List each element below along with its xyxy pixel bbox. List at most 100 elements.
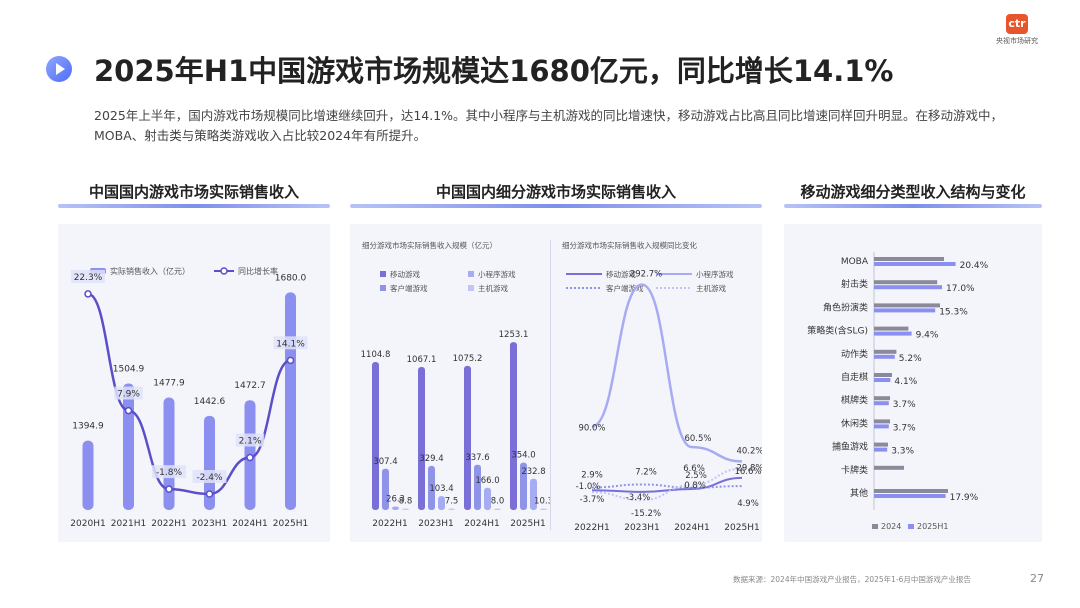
data-label: -1.0%	[576, 482, 601, 492]
category-label: 自走棋	[841, 371, 868, 383]
data-label: 20.4%	[960, 261, 989, 271]
growth-point	[205, 490, 214, 498]
category-label: 角色扮演类	[823, 301, 868, 313]
data-label: 3.7%	[893, 423, 916, 433]
bar-segment	[510, 342, 517, 510]
data-label: 40.2%	[736, 446, 762, 456]
bar-segment	[392, 506, 399, 510]
data-label-revenue: 1442.6	[194, 397, 226, 407]
data-label-growth: 22.3%	[74, 273, 103, 283]
legend-label-2024: 2024	[881, 522, 901, 531]
bar-segment	[438, 496, 445, 510]
bar-2025	[874, 308, 936, 313]
legend-label: 移动游戏	[606, 269, 636, 279]
section-title-segments: 中国国内细分游戏市场实际销售收入	[435, 183, 676, 201]
growth-series-line	[591, 467, 743, 502]
data-label-growth: 7.9%	[117, 390, 140, 400]
x-tick-label: 2021H1	[111, 519, 146, 529]
bar-revenue	[163, 397, 175, 510]
bar-2024	[874, 373, 892, 377]
section-title-mobile-types: 移动游戏细分类型收入结构与变化	[800, 183, 1026, 201]
growth-label-bg	[114, 386, 143, 400]
bar-segment	[494, 508, 501, 510]
data-label: 1075.2	[453, 354, 483, 364]
x-tick-label: 2025H1	[273, 519, 308, 529]
bar-2025	[874, 262, 956, 266]
data-label: 337.6	[465, 453, 489, 463]
data-label: 292.7%	[630, 270, 662, 280]
data-label: -15.2%	[631, 509, 661, 519]
legend-label: 客户端游戏	[390, 283, 428, 293]
category-label: 卡牌类	[841, 464, 868, 476]
bar-2025	[874, 285, 942, 290]
bar-segment	[464, 365, 471, 510]
data-label-growth: 2.1%	[239, 437, 262, 447]
category-label: 休闲类	[841, 417, 868, 429]
x-tick-label: 2024H1	[674, 523, 709, 533]
data-label: 2.9%	[581, 470, 603, 480]
bar-2025	[874, 401, 889, 406]
data-label: 9.4%	[916, 331, 939, 341]
legend-revenue: 实际销售收入（亿元）	[110, 266, 190, 276]
x-tick-label: 2022H1	[574, 523, 609, 533]
bar-2024	[874, 396, 890, 401]
data-label: 29.8%	[736, 464, 762, 474]
bar-2025	[874, 378, 891, 382]
bar-segment	[382, 468, 389, 510]
data-label: 17.9%	[950, 493, 979, 503]
section-title-revenue: 中国国内游戏市场实际销售收入	[88, 183, 299, 201]
data-label: 17.0%	[946, 284, 975, 294]
data-label: 4.1%	[894, 377, 917, 387]
data-label: 232.8	[521, 467, 545, 477]
data-label: 307.4	[373, 457, 397, 467]
title-play-icon	[46, 56, 72, 82]
logo-subtext: 央视市场研究	[996, 37, 1038, 45]
bar-segment	[372, 361, 379, 510]
ctr-logo: ctr	[1006, 14, 1028, 34]
data-label: 166.0	[475, 476, 499, 486]
bar-segment	[448, 508, 455, 510]
data-label: 0.8%	[684, 481, 706, 491]
growth-label-bg	[235, 433, 265, 447]
chart-divider	[550, 240, 551, 530]
data-label: 1253.1	[499, 330, 529, 340]
growth-label-bg	[273, 336, 308, 350]
legend-label: 客户端游戏	[606, 283, 644, 293]
bar-segment	[428, 465, 435, 510]
growth-point	[165, 485, 173, 493]
growth-series-line	[591, 483, 743, 489]
bar-2024	[874, 465, 904, 470]
growth-series-line	[591, 283, 743, 463]
data-label: 10.3	[534, 497, 550, 507]
data-label: 6.6%	[683, 464, 705, 474]
description-text: 2025年上半年，国内游戏市场规模同比增速继续回升，达14.1%。其中小程序与主…	[94, 108, 1004, 143]
bar-segment	[484, 487, 491, 510]
legend-label: 移动游戏	[390, 269, 420, 279]
data-label: 5.2%	[899, 354, 922, 364]
x-tick-label: 2020H1	[70, 519, 105, 529]
legend-swatch	[468, 271, 474, 277]
category-label: 捕鱼游戏	[832, 441, 868, 453]
data-label: 90.0%	[578, 424, 605, 434]
data-label-revenue: 1472.7	[234, 381, 266, 391]
legend-label: 主机游戏	[696, 283, 726, 293]
data-label-revenue: 1680.0	[275, 273, 307, 283]
data-label-growth: -1.8%	[156, 468, 183, 478]
page-title: 2025年H1中国游戏市场规模达1680亿元，同比增长14.1%	[94, 54, 894, 88]
data-label: 3.7%	[893, 400, 916, 410]
data-label: 7.2%	[635, 467, 657, 477]
page-number: 27	[1030, 572, 1044, 585]
growth-label-bg	[71, 269, 105, 283]
bar-2024	[874, 280, 938, 285]
bar-revenue	[285, 292, 296, 510]
bar-2024	[874, 326, 909, 331]
bar-2025	[874, 447, 888, 452]
data-label: 2.5%	[685, 471, 707, 481]
chart-subtitle: 细分游戏市场实际销售收入规模同比变化	[562, 240, 697, 250]
growth-label-bg	[192, 470, 227, 483]
legend-label: 小程序游戏	[478, 269, 516, 279]
legend-swatch	[468, 285, 474, 291]
category-label: 动作类	[841, 348, 868, 360]
